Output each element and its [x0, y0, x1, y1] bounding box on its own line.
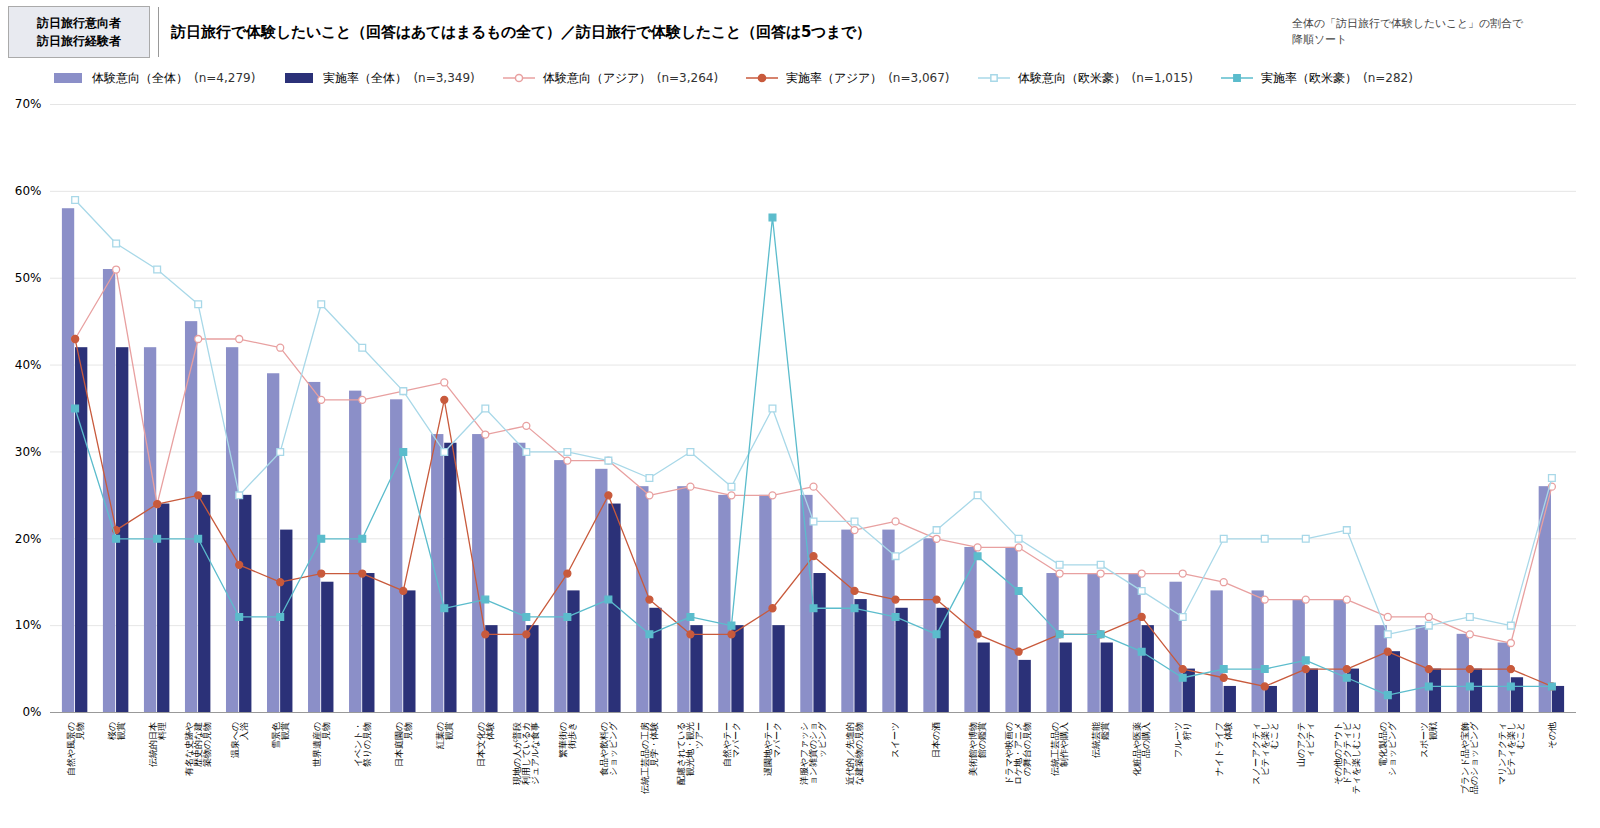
html-text:実施率（欧米豪）: 実施率（欧米豪） [1261, 70, 1357, 85]
svg-text:60%: 60% [15, 184, 42, 198]
html-text:訪日旅行意向者: 訪日旅行意向者 [37, 16, 121, 30]
html-text:(n=4,279): (n=4,279) [194, 71, 256, 85]
svg-text:イベント・祭りの見物: イベント・祭りの見物 [353, 722, 372, 767]
svg-text:30%: 30% [15, 445, 42, 459]
svg-text:40%: 40% [15, 358, 42, 372]
svg-text:遅園地やテーマパーク: 遅園地やテーマパーク [763, 722, 782, 776]
svg-text:紅葉の観賞: 紅葉の観賞 [435, 722, 454, 749]
svg-text:山のアクティビティ: 山のアクティビティ [1296, 722, 1315, 767]
svg-text:現地の人が普段利用しているカジュアルな食事: 現地の人が普段利用しているカジュアルな食事 [512, 722, 540, 785]
html-text:訪日旅行経験者: 訪日旅行経験者 [37, 34, 121, 48]
svg-text:伝統工芸品の工房見学・体験: 伝統工芸品の工房見学・体験 [640, 722, 659, 794]
svg-text:その他: その他 [1547, 722, 1557, 749]
svg-text:伝統的日本料理: 伝統的日本料理 [148, 722, 167, 767]
svg-text:有名な史跡や歴史的な建築物の見物: 有名な史跡や歴史的な建築物の見物 [184, 722, 212, 776]
svg-text:自然やテーマパーク: 自然やテーマパーク [722, 722, 741, 767]
svg-text:美術館や博物館の鑑賞: 美術館や博物館の鑑賞 [968, 722, 987, 776]
html-text:体験意向（全体）: 体験意向（全体） [92, 70, 188, 85]
svg-text:70%: 70% [15, 97, 42, 111]
html-text:(n=282): (n=282) [1363, 71, 1413, 85]
html-text:訪日旅行で体験したいこと（回答はあてはまるもの全て）／訪日旅: 訪日旅行で体験したいこと（回答はあてはまるもの全て）／訪日旅行で体験したこと（回… [171, 22, 872, 41]
svg-text:ナイトライフ体験: ナイトライフ体験 [1214, 722, 1233, 776]
svg-text:その他のアウトドアアクティビティを楽しむこと: その他のアウトドアアクティビティを楽しむこと [1333, 721, 1361, 794]
svg-text:雪景色観賞: 雪景色観賞 [271, 722, 290, 749]
svg-text:電化製品のショッピング: 電化製品のショッピング [1378, 721, 1397, 776]
html-text:体験意向（欧米豪） (n=1,015): 体験意向（欧米豪） (n=1,015) [1017, 70, 1193, 85]
svg-text:日本の酒: 日本の酒 [931, 722, 941, 758]
svg-text:マリンアクティビティを楽しむこと: マリンアクティビティを楽しむこと [1497, 722, 1525, 785]
svg-text:化粧品や医薬品の購入: 化粧品や医薬品の購入 [1132, 722, 1151, 776]
svg-text:桜の観賞: 桜の観賞 [107, 722, 126, 740]
svg-text:配慮されている観光地・観光ツアー: 配慮されている観光地・観光ツアー [676, 722, 704, 785]
svg-text:フルーツ狩り: フルーツ狩り [1173, 722, 1192, 758]
svg-text:温泉への入浴: 温泉への入浴 [230, 722, 249, 758]
svg-text:日本庭園の見物: 日本庭園の見物 [394, 722, 413, 767]
svg-text:ドラマや映画のロケ地・アニメの舞台の見物: ドラマや映画のロケ地・アニメの舞台の見物 [1004, 722, 1032, 785]
svg-text:スノーアクティビティを楽しむこと: スノーアクティビティを楽しむこと [1251, 722, 1279, 785]
svg-text:食品や飲料のショッピング: 食品や飲料のショッピング [599, 721, 618, 776]
html-text:全体の「訪日旅行で体験したいこと」の割合で 降順ソート: 全体の「訪日旅行で体験したいこと」の割合で 降順ソート [1292, 16, 1523, 46]
html-text:体験意向（アジア） (n=3,264): 体験意向（アジア） (n=3,264) [542, 70, 719, 85]
svg-text:繁華街の街歩き: 繁華街の街歩き [558, 722, 577, 758]
html-text:実施率（全体） (n=3,349): 実施率（全体） (n=3,349) [323, 70, 475, 85]
svg-text:20%: 20% [15, 532, 42, 546]
svg-text:世界遺産の見物: 世界遺産の見物 [312, 722, 331, 767]
svg-text:ブランド品や宝飾品のショッピング: ブランド品や宝飾品のショッピング [1460, 721, 1479, 794]
svg-text:日本文化の体験: 日本文化の体験 [476, 722, 495, 767]
svg-text:0%: 0% [22, 705, 41, 719]
svg-text:洋服やファッション雑貨のショッピング: 洋服やファッション雑貨のショッピング [799, 721, 827, 785]
svg-text:自然や風景の見物: 自然や風景の見物 [65, 722, 84, 776]
svg-text:伝統工芸品の制作や購入: 伝統工芸品の制作や購入 [1050, 722, 1069, 776]
svg-text:10%: 10% [15, 618, 42, 632]
svg-text:伝統芸能鑑賞: 伝統芸能鑑賞 [1091, 722, 1110, 758]
svg-text:50%: 50% [15, 271, 42, 285]
svg-text:近代的／先進的な建築物の見物: 近代的／先進的な建築物の見物 [845, 722, 864, 785]
html-text:実施率（アジア） (n=3,067): 実施率（アジア） (n=3,067) [786, 70, 950, 85]
svg-text:スイーツ: スイーツ [890, 722, 900, 758]
svg-text:スポーツ観戦: スポーツ観戦 [1419, 722, 1438, 758]
